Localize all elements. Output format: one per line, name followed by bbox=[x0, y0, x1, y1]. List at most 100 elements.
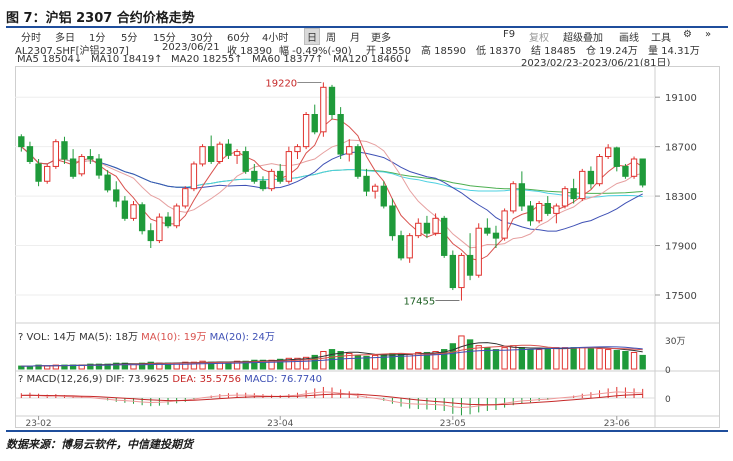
period-tab-week[interactable]: 周 bbox=[326, 33, 336, 44]
candle-body bbox=[630, 158, 638, 177]
volume-bar bbox=[441, 349, 448, 370]
volume-bar bbox=[432, 351, 439, 370]
candle-body bbox=[130, 204, 137, 219]
candle-body bbox=[302, 114, 310, 148]
adjust-button[interactable]: 复权 bbox=[529, 33, 549, 44]
bottom-rule bbox=[6, 430, 728, 432]
candle-body bbox=[95, 158, 103, 176]
candle-body bbox=[415, 222, 422, 237]
candle-body bbox=[570, 188, 577, 200]
volume-bar bbox=[622, 351, 629, 370]
volume-bar bbox=[95, 363, 103, 370]
volume-bar bbox=[233, 360, 241, 370]
volume-bar bbox=[510, 345, 517, 370]
kline-chart[interactable]: 17500 17900 18300 18700 19100 19220 17455 30万 0 0… bbox=[15, 66, 720, 428]
price-tick-label: 17900 bbox=[665, 242, 697, 253]
overlay-button[interactable]: 超级叠加 bbox=[563, 33, 603, 44]
period-tab-60min[interactable]: 60分 bbox=[227, 33, 250, 44]
candle-body bbox=[87, 156, 94, 160]
period-tab-day[interactable]: 日 bbox=[304, 28, 320, 45]
candle-body bbox=[26, 146, 34, 162]
candle-body bbox=[492, 232, 500, 239]
candle-body bbox=[510, 183, 517, 212]
settle-price: 结 18485 bbox=[531, 46, 576, 57]
volume-bar bbox=[182, 361, 189, 370]
dif-label: DIF: 73.9625 bbox=[105, 374, 170, 385]
period-tab-1min[interactable]: 1分 bbox=[89, 33, 106, 44]
volume-total: 量 14.31万 bbox=[648, 46, 700, 57]
volume-bar bbox=[87, 363, 94, 370]
macd-legend: ? MACD(12,26,9) DIF: 73.9625 DEA: 35.575… bbox=[18, 374, 322, 385]
ma20-line bbox=[20, 146, 643, 232]
candle-body bbox=[397, 235, 405, 259]
period-toolbar: 分时 多日 1分 5分 15分 30分 60分 4小时 日 周 月 更多 F9 … bbox=[15, 28, 727, 45]
volume-ma5-line bbox=[21, 342, 643, 367]
candle-body bbox=[69, 158, 77, 177]
candle-body bbox=[484, 227, 491, 234]
vol-label: VOL: 14万 bbox=[26, 332, 76, 343]
candle-body bbox=[561, 188, 569, 207]
candle-body bbox=[251, 170, 258, 182]
period-tab-intraday[interactable]: 分时 bbox=[21, 33, 41, 44]
candle-body bbox=[44, 165, 51, 182]
volume-bar bbox=[596, 348, 603, 370]
volume-ma20-line bbox=[21, 346, 643, 367]
candle-body bbox=[622, 165, 629, 177]
x-tick-label: 23-05 bbox=[440, 419, 466, 428]
volume-bar bbox=[285, 357, 293, 370]
candle-body bbox=[639, 158, 646, 186]
dif-line bbox=[21, 391, 643, 409]
candle-body bbox=[225, 143, 232, 156]
candle-body bbox=[104, 174, 111, 191]
volume-bar bbox=[337, 351, 344, 370]
quote-date: 2023/06/21 bbox=[162, 42, 220, 53]
source-note: 数据来源：博易云软件，中信建投期货 bbox=[6, 438, 193, 451]
candle-body bbox=[371, 185, 379, 192]
volume-bar bbox=[527, 349, 534, 370]
period-tab-multiday[interactable]: 多日 bbox=[55, 33, 75, 44]
volume-bar bbox=[406, 353, 413, 370]
high-price: 高 18590 bbox=[421, 46, 466, 57]
candle-body bbox=[277, 170, 284, 182]
candle-body bbox=[320, 86, 327, 133]
volume-bar bbox=[44, 365, 51, 370]
volume-bar bbox=[518, 347, 526, 370]
ma20-legend: MA20 18255↑ bbox=[171, 54, 243, 65]
tools-button[interactable]: 工具 bbox=[651, 33, 671, 44]
candle-body bbox=[18, 136, 25, 148]
dea-label: DEA: 35.5756 bbox=[172, 374, 241, 385]
annotation-label: 17455 bbox=[403, 297, 435, 308]
x-tick-label: 23-06 bbox=[604, 419, 630, 428]
volume-bar bbox=[190, 361, 198, 370]
contract-name: AL2307.SHF[沪铝2307] bbox=[15, 46, 129, 57]
dea-line bbox=[21, 393, 643, 406]
period-tab-more[interactable]: 更多 bbox=[371, 33, 391, 44]
draw-line-button[interactable]: 画线 bbox=[619, 33, 639, 44]
macd-name-label: MACD(12,26,9) bbox=[26, 374, 103, 385]
period-tab-5min[interactable]: 5分 bbox=[121, 33, 138, 44]
volume-bar bbox=[544, 348, 551, 370]
candle-body bbox=[380, 185, 387, 207]
candle-body bbox=[61, 141, 68, 160]
vol-ma10-label: MA(10): 19万 bbox=[141, 332, 207, 343]
volume-bar bbox=[251, 359, 258, 370]
f9-button[interactable]: F9 bbox=[503, 29, 516, 40]
expand-icon[interactable]: » bbox=[705, 29, 712, 40]
volume-bar bbox=[630, 351, 638, 370]
volume-bar bbox=[380, 353, 387, 370]
candle-body bbox=[604, 147, 612, 158]
candle-body bbox=[458, 254, 465, 289]
period-tab-30min[interactable]: 30分 bbox=[190, 33, 213, 44]
volume-bar bbox=[604, 349, 612, 370]
gear-icon[interactable]: ⚙ bbox=[683, 29, 692, 40]
period-tab-4hour[interactable]: 4小时 bbox=[262, 33, 289, 44]
period-tab-15min[interactable]: 15分 bbox=[153, 33, 176, 44]
volume-bar bbox=[199, 360, 206, 370]
candle-body bbox=[406, 235, 413, 259]
volume-bar bbox=[561, 347, 569, 370]
candle-body bbox=[596, 156, 603, 185]
period-tab-month[interactable]: 月 bbox=[350, 33, 360, 44]
candle-body bbox=[233, 151, 241, 156]
candle-body bbox=[113, 189, 120, 202]
close-price: 收 18390 bbox=[227, 46, 272, 57]
